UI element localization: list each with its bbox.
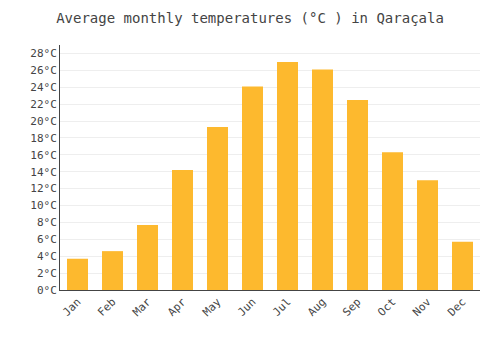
svg-text:Jan: Jan bbox=[60, 296, 83, 319]
svg-text:16°C: 16°C bbox=[30, 149, 57, 162]
svg-text:14°C: 14°C bbox=[30, 166, 57, 179]
svg-text:Average monthly temperatures (: Average monthly temperatures (°C ) in Qa… bbox=[56, 10, 444, 26]
svg-text:26°C: 26°C bbox=[30, 64, 57, 77]
svg-text:Oct: Oct bbox=[375, 296, 398, 319]
svg-text:10°C: 10°C bbox=[30, 199, 57, 212]
svg-text:Jun: Jun bbox=[235, 296, 258, 319]
svg-text:22°C: 22°C bbox=[30, 98, 57, 111]
svg-text:0°C: 0°C bbox=[37, 284, 57, 297]
svg-text:Sep: Sep bbox=[340, 296, 363, 319]
svg-text:6°C: 6°C bbox=[37, 233, 57, 246]
svg-text:Dec: Dec bbox=[445, 296, 468, 319]
svg-text:Aug: Aug bbox=[305, 296, 328, 319]
svg-text:Apr: Apr bbox=[165, 295, 189, 319]
svg-text:4°C: 4°C bbox=[37, 250, 57, 263]
svg-text:Feb: Feb bbox=[95, 296, 118, 319]
svg-text:28°C: 28°C bbox=[30, 47, 57, 60]
svg-text:Mar: Mar bbox=[130, 295, 154, 319]
svg-text:8°C: 8°C bbox=[37, 216, 57, 229]
svg-text:May: May bbox=[200, 295, 224, 319]
svg-text:18°C: 18°C bbox=[30, 132, 57, 145]
svg-text:20°C: 20°C bbox=[30, 115, 57, 128]
svg-text:Jul: Jul bbox=[270, 296, 293, 319]
svg-text:24°C: 24°C bbox=[30, 81, 57, 94]
svg-text:2°C: 2°C bbox=[37, 267, 57, 280]
svg-text:Nov: Nov bbox=[410, 295, 434, 319]
svg-text:12°C: 12°C bbox=[30, 182, 57, 195]
